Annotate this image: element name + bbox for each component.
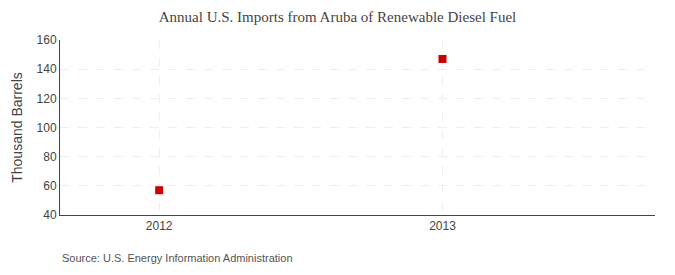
svg-text:60: 60: [43, 179, 57, 193]
svg-text:40: 40: [43, 208, 57, 222]
svg-text:160: 160: [37, 33, 57, 47]
svg-text:80: 80: [43, 150, 57, 164]
svg-text:Thousand Barrels: Thousand Barrels: [9, 72, 25, 183]
svg-text:Source: U.S. Energy Informatio: Source: U.S. Energy Information Administ…: [62, 252, 293, 264]
svg-text:Annual U.S. Imports from Aruba: Annual U.S. Imports from Aruba of Renewa…: [159, 9, 516, 25]
svg-text:2013: 2013: [429, 219, 456, 233]
svg-text:140: 140: [37, 62, 57, 76]
svg-text:100: 100: [37, 121, 57, 135]
svg-text:2012: 2012: [146, 219, 173, 233]
svg-text:120: 120: [37, 92, 57, 106]
